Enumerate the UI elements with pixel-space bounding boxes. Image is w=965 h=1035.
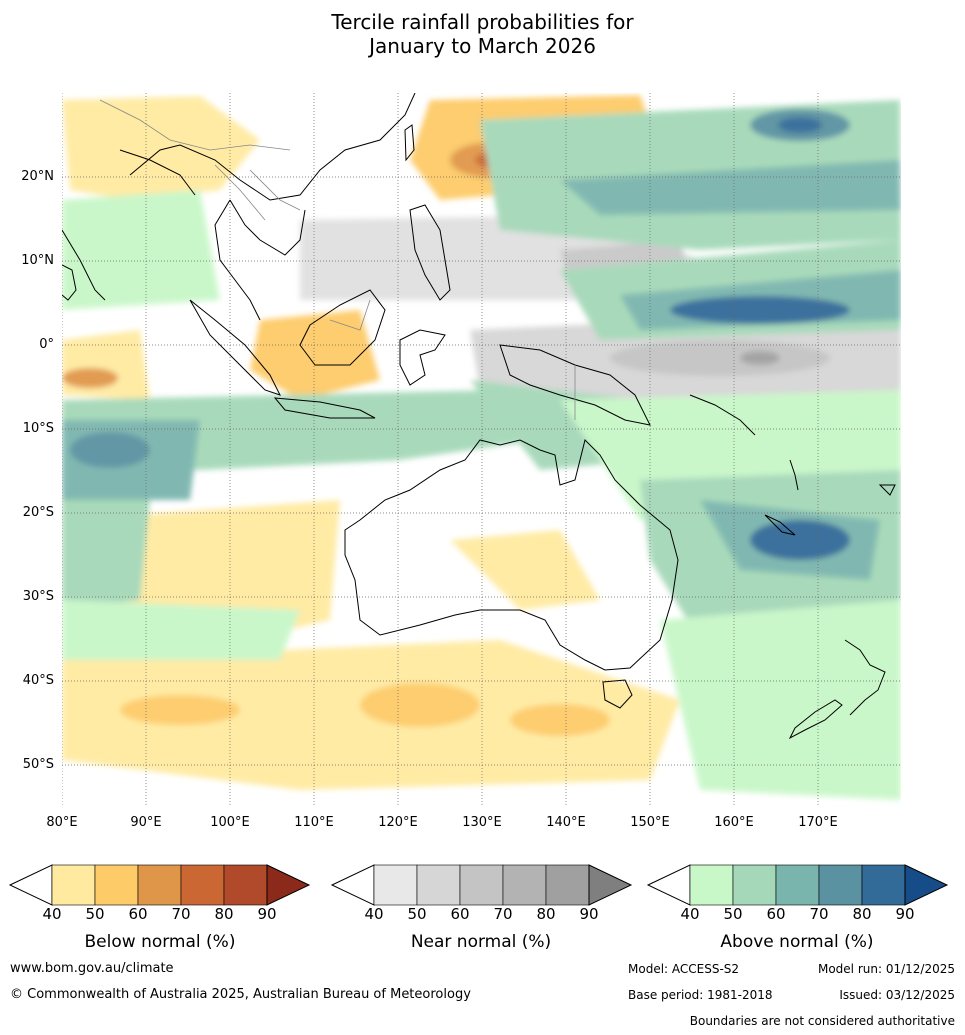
probability-field bbox=[62, 93, 901, 807]
legend-title-near: Near normal (%) bbox=[410, 932, 552, 952]
lat-label-10n: 10°N bbox=[21, 253, 54, 268]
lat-label-20s: 20°S bbox=[22, 505, 54, 520]
sri-lanka-coast bbox=[62, 264, 77, 301]
legend-above-segment-3 bbox=[775, 864, 820, 906]
legend-below-segment-2 bbox=[94, 864, 139, 906]
legend-below-tick-60: 60 bbox=[128, 905, 148, 923]
se-asia-coast bbox=[129, 93, 416, 321]
lon-label-120e: 120°E bbox=[378, 815, 418, 830]
legend-below-tick-70: 70 bbox=[171, 905, 191, 923]
solomon-coast bbox=[689, 394, 756, 436]
legend-near-tick-60: 60 bbox=[450, 905, 470, 923]
borneo-coast bbox=[299, 289, 386, 366]
lon-label-110e: 110°E bbox=[294, 815, 334, 830]
lon-label-80e: 80°E bbox=[46, 815, 78, 830]
legend-near-tick-70: 70 bbox=[493, 905, 513, 923]
footer-base-period: Base period: 1981-2018 bbox=[628, 988, 773, 1002]
legend-above-segment-1 bbox=[689, 864, 734, 906]
legend-above-tick-60: 60 bbox=[766, 905, 786, 923]
title-line-1: Tercile rainfall probabilities for bbox=[331, 10, 634, 34]
philippines-coast bbox=[409, 204, 451, 301]
lon-label-100e: 100°E bbox=[210, 815, 250, 830]
legend-below-tick-80: 80 bbox=[214, 905, 234, 923]
legend-below-segment-1 bbox=[51, 864, 96, 906]
footer-copyright: © Commonwealth of Australia 2025, Austra… bbox=[10, 987, 471, 1002]
lon-label-170e: 170°E bbox=[798, 815, 838, 830]
legend-below-segment-5 bbox=[223, 864, 268, 906]
legend-below-tick-50: 50 bbox=[85, 905, 105, 923]
legend-above-tick-80: 80 bbox=[852, 905, 872, 923]
australia-coast bbox=[344, 439, 679, 671]
java-coast bbox=[273, 397, 376, 419]
legend-below-right-arrow bbox=[266, 864, 311, 906]
lat-label-20n: 20°N bbox=[21, 169, 54, 184]
footer-disclaimer: Boundaries are not considered authoritat… bbox=[689, 1014, 955, 1028]
lon-label-130e: 130°E bbox=[462, 815, 502, 830]
footer-website: www.bom.gov.au/climate bbox=[10, 961, 174, 976]
legend-near-tick-90: 90 bbox=[579, 905, 599, 923]
legend-above-segment-5 bbox=[861, 864, 906, 906]
lon-label-90e: 90°E bbox=[130, 815, 162, 830]
tasmania-coast bbox=[602, 679, 633, 709]
legend-near-segment-5 bbox=[545, 864, 590, 906]
legend-title-above: Above normal (%) bbox=[720, 932, 874, 952]
sumatra-coast bbox=[189, 299, 281, 396]
legend-near-tick-40: 40 bbox=[364, 905, 384, 923]
legend-near-segment-4 bbox=[502, 864, 547, 906]
legend-near-segment-3 bbox=[459, 864, 504, 906]
legend-near-tick-80: 80 bbox=[536, 905, 556, 923]
legend-near-segment-1 bbox=[373, 864, 418, 906]
legend-near-tick-50: 50 bbox=[407, 905, 427, 923]
new-caledonia-coast bbox=[764, 514, 796, 536]
legend-above-left-arrow bbox=[646, 864, 691, 906]
legend-above-tick-90: 90 bbox=[895, 905, 915, 923]
lon-label-150e: 150°E bbox=[630, 815, 670, 830]
lon-label-140e: 140°E bbox=[546, 815, 586, 830]
legend-near-right-arrow bbox=[588, 864, 633, 906]
lat-label-30s: 30°S bbox=[22, 589, 54, 604]
lat-label-40s: 40°S bbox=[22, 673, 54, 688]
sulawesi-coast bbox=[399, 329, 446, 386]
footer-issued: Issued: 03/12/2025 bbox=[839, 988, 955, 1002]
legend-below-tick-40: 40 bbox=[42, 905, 62, 923]
legend-below-left-arrow bbox=[8, 864, 53, 906]
new-zealand-south-coast bbox=[788, 699, 843, 740]
india-coast bbox=[62, 149, 196, 301]
coastlines bbox=[62, 93, 896, 740]
legend-below-segment-4 bbox=[180, 864, 225, 906]
gridlines bbox=[62, 93, 901, 807]
taiwan-coast bbox=[404, 124, 415, 162]
legend-above-tick-70: 70 bbox=[809, 905, 829, 923]
legend-near-left-arrow bbox=[330, 864, 375, 906]
legend-above-right-arrow bbox=[904, 864, 949, 906]
legend-below-segment-3 bbox=[137, 864, 182, 906]
rainfall-map bbox=[62, 93, 901, 807]
legend-above-tick-50: 50 bbox=[723, 905, 743, 923]
legend-above-segment-2 bbox=[732, 864, 777, 906]
lat-label-10s: 10°S bbox=[22, 421, 54, 436]
footer-model: Model: ACCESS-S2 bbox=[628, 962, 740, 976]
lat-label-0: 0° bbox=[39, 337, 54, 352]
country-borders bbox=[99, 99, 576, 420]
legend-below-tick-90: 90 bbox=[257, 905, 277, 923]
new-guinea-coast bbox=[499, 344, 651, 426]
fiji-coast bbox=[878, 484, 896, 496]
legend-title-below: Below normal (%) bbox=[84, 932, 236, 952]
lon-label-160e: 160°E bbox=[714, 815, 754, 830]
lat-label-50s: 50°S bbox=[22, 757, 54, 772]
title-line-2: January to March 2026 bbox=[369, 34, 596, 58]
legend-above-segment-4 bbox=[818, 864, 863, 906]
map-title: Tercile rainfall probabilities for Janua… bbox=[0, 10, 965, 58]
vanuatu-coast bbox=[789, 459, 799, 491]
legend-near-segment-2 bbox=[416, 864, 461, 906]
footer-model-run: Model run: 01/12/2025 bbox=[817, 962, 955, 976]
legend-colorbars bbox=[8, 864, 949, 906]
legend-above-tick-40: 40 bbox=[680, 905, 700, 923]
new-zealand-coast bbox=[844, 639, 886, 716]
